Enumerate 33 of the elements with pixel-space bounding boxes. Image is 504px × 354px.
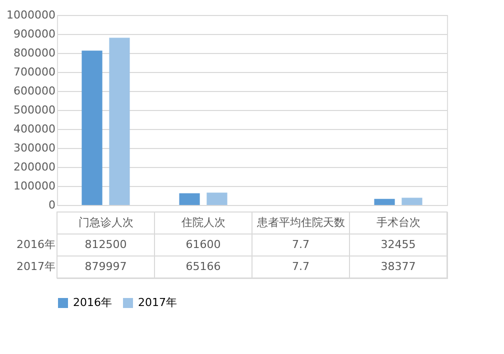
bar — [206, 192, 228, 205]
y-tick-label: 600000 — [14, 84, 56, 98]
data-label: 812500 — [84, 238, 127, 251]
y-tick-label: 700000 — [14, 66, 56, 78]
bar — [374, 198, 395, 205]
x-tick-label: 住院人次 — [181, 216, 226, 229]
bar — [82, 50, 102, 205]
text: 2017年 — [16, 260, 56, 273]
bar — [109, 38, 130, 205]
data-label: 32455 — [380, 238, 416, 251]
y-tick-label: 900000 — [14, 28, 56, 40]
y-tick-label: 100000 — [14, 180, 56, 192]
y-tick-label: 1000000 — [6, 8, 56, 22]
bar — [179, 193, 200, 205]
text: 2016年 — [16, 238, 56, 251]
data-label: 65166 — [186, 260, 221, 273]
y-tick-label: 300000 — [14, 142, 56, 154]
data-label: 7.7 — [292, 238, 310, 251]
data-label: 38377 — [380, 260, 416, 273]
x-tick-label: 手术台次 — [376, 216, 420, 229]
x-tick-label: 患者平均住院天数 — [256, 216, 345, 229]
y-tick-label: 800000 — [14, 46, 56, 60]
y-tick-label: 500000 — [14, 104, 56, 116]
data-label: 7.7 — [292, 260, 310, 273]
y-tick-label: 0 — [48, 198, 56, 212]
y-tick-label: 200000 — [14, 160, 56, 174]
x-tick-label: 门急诊人次 — [78, 216, 134, 229]
legend-label: 2016年 — [73, 296, 112, 309]
data-label: 61600 — [186, 238, 221, 251]
y-tick-label: 400000 — [14, 122, 56, 136]
legend-label: 2017年 — [138, 296, 177, 309]
data-label: 879997 — [84, 260, 127, 273]
bar — [402, 198, 422, 205]
